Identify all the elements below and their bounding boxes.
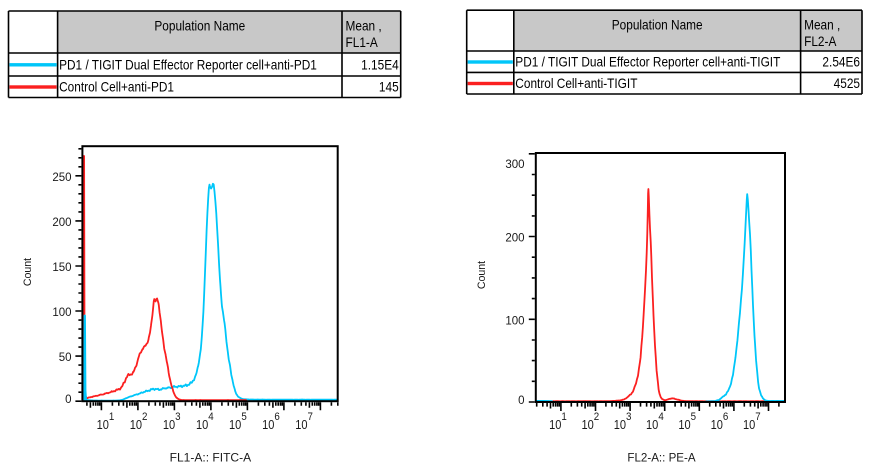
svg-text:FL2-A:: PE-A: FL2-A:: PE-A — [627, 451, 696, 465]
svg-text:101: 101 — [549, 411, 567, 432]
svg-text:150: 150 — [52, 262, 71, 274]
svg-text:300: 300 — [505, 159, 524, 171]
svg-text:FL1-A:: FITC-A: FL1-A:: FITC-A — [170, 451, 252, 465]
svg-text:FL1-A: FL1-A — [346, 35, 379, 50]
svg-text:PD1 / TIGIT Dual Effector Repo: PD1 / TIGIT Dual Effector Reporter cell+… — [515, 55, 780, 70]
svg-text:Count: Count — [476, 261, 488, 289]
svg-text:0: 0 — [65, 394, 71, 406]
svg-text:104: 104 — [646, 411, 664, 432]
svg-text:104: 104 — [196, 411, 214, 432]
svg-text:Control Cell+anti-PD1: Control Cell+anti-PD1 — [59, 80, 174, 95]
svg-text:50: 50 — [59, 352, 72, 364]
svg-text:105: 105 — [678, 411, 696, 432]
svg-text:106: 106 — [262, 411, 280, 432]
svg-text:PD1 / TIGIT Dual Effector Repo: PD1 / TIGIT Dual Effector Reporter cell+… — [59, 58, 317, 73]
svg-text:FL2-A: FL2-A — [804, 34, 837, 49]
svg-text:Population Name: Population Name — [612, 18, 703, 33]
svg-text:Population Name: Population Name — [154, 19, 245, 34]
svg-text:103: 103 — [614, 411, 632, 432]
svg-text:100: 100 — [505, 315, 524, 327]
svg-text:200: 200 — [505, 233, 524, 245]
svg-text:102: 102 — [581, 411, 599, 432]
svg-text:107: 107 — [743, 411, 761, 432]
svg-text:2.54E6: 2.54E6 — [822, 55, 860, 70]
svg-text:Mean ,: Mean , — [804, 18, 840, 33]
svg-text:102: 102 — [130, 411, 148, 432]
svg-text:103: 103 — [163, 411, 181, 432]
svg-text:101: 101 — [97, 411, 115, 432]
svg-text:100: 100 — [52, 307, 71, 319]
svg-text:105: 105 — [229, 411, 247, 432]
svg-text:106: 106 — [711, 411, 729, 432]
svg-text:145: 145 — [379, 80, 399, 95]
svg-text:Count: Count — [22, 258, 34, 286]
svg-text:200: 200 — [52, 217, 71, 229]
svg-text:250: 250 — [52, 172, 71, 184]
svg-text:107: 107 — [295, 411, 313, 432]
svg-text:0: 0 — [518, 395, 524, 407]
svg-text:Mean ,: Mean , — [346, 19, 382, 34]
svg-text:Control Cell+anti-TIGIT: Control Cell+anti-TIGIT — [515, 76, 637, 91]
svg-text:1.15E4: 1.15E4 — [361, 58, 399, 73]
svg-text:4525: 4525 — [834, 76, 860, 91]
